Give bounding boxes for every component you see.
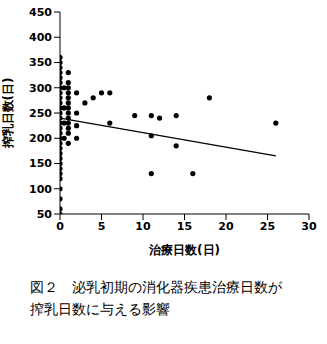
svg-text:450: 450 — [29, 6, 52, 19]
svg-text:15: 15 — [177, 220, 192, 233]
svg-text:200: 200 — [29, 132, 52, 145]
svg-text:300: 300 — [29, 82, 52, 95]
svg-text:治療日数(日): 治療日数(日) — [148, 243, 220, 257]
svg-text:250: 250 — [29, 107, 52, 120]
html-text:図２ 泌乳初期の消化器疾患治療日数が 搾乳日数に与える影響: 図２ 泌乳初期の消化器疾患治療日数が 搾乳日数に与える影響 — [30, 279, 282, 317]
svg-text:搾乳日数(日): 搾乳日数(日) — [8, 78, 15, 150]
svg-text:5: 5 — [98, 220, 106, 233]
svg-text:400: 400 — [29, 31, 52, 44]
svg-text:10: 10 — [135, 220, 151, 233]
svg-text:50: 50 — [37, 208, 53, 221]
svg-text:25: 25 — [260, 220, 275, 233]
svg-text:30: 30 — [301, 220, 317, 233]
svg-text:350: 350 — [29, 56, 52, 69]
svg-text:0: 0 — [56, 220, 64, 233]
svg-text:100: 100 — [29, 183, 52, 196]
svg-text:150: 150 — [29, 157, 52, 170]
svg-text:20: 20 — [218, 220, 234, 233]
